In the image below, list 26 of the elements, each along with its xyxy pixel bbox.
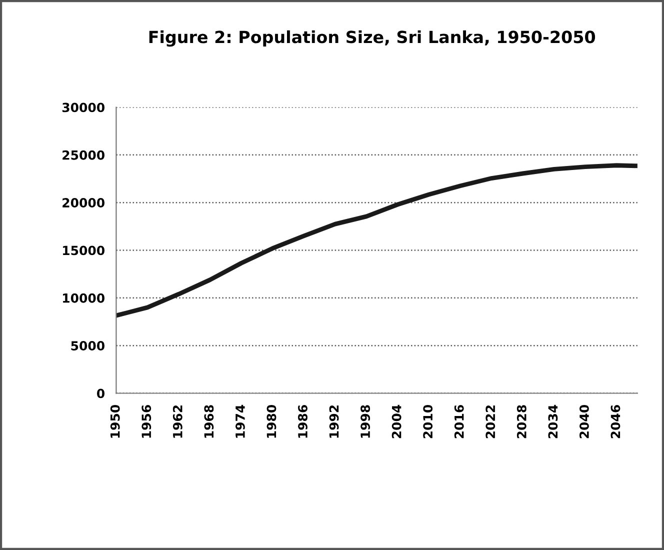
x-tick-label: 1998 (360, 405, 370, 438)
x-tick-label: 2034 (548, 404, 558, 438)
x-tick-label: 1986 (298, 405, 308, 438)
x-tick-label: 2040 (579, 404, 589, 438)
chart-title: Figure 2: Population Size, Sri Lanka, 1950-2050 (149, 30, 596, 47)
x-tick-label: 2010 (423, 404, 433, 438)
x-tick-label: 2016 (454, 405, 464, 438)
x-tick-label: 1956 (142, 405, 152, 438)
y-tick-label: 10000 (63, 293, 104, 303)
x-tick-label: 1950 (110, 404, 120, 438)
y-tick-label: 5000 (71, 341, 104, 351)
y-tick-label: 25000 (62, 150, 104, 160)
x-tick-label: 2004 (392, 404, 402, 438)
x-tick-label: 2046 (610, 405, 620, 438)
y-tick-label: 30000 (62, 102, 104, 112)
x-tick-label: 1992 (329, 405, 339, 438)
x-tick-label: 2022 (486, 405, 496, 438)
x-tick-label: 2028 (516, 405, 526, 438)
line-series (116, 163, 638, 318)
x-tick-label: 1962 (172, 405, 182, 438)
y-tick-label: 15000 (63, 246, 104, 256)
y-tick-label: 20000 (62, 198, 104, 208)
y-tick-label: 0 (96, 388, 104, 398)
x-tick-label: 1974 (235, 404, 245, 438)
x-tick-label: 1968 (204, 405, 214, 438)
x-tick-label: 1980 (266, 404, 276, 438)
